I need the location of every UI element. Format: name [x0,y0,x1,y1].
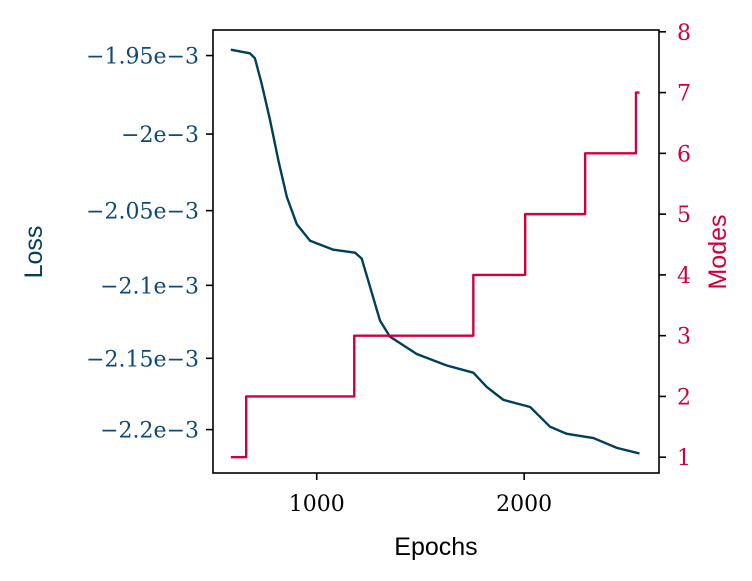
left-tick-label: −1.95e−3 [86,45,199,70]
left-tick-label: −2e−3 [121,123,199,148]
loss-line [230,48,640,455]
right-tick-label: 5 [677,203,691,228]
modes-step-line [230,91,640,459]
x-tick-label: 2000 [496,492,552,517]
left-tick-label: −2.1e−3 [100,274,199,299]
right-tick-label: 1 [677,446,691,471]
right-tick-label: 3 [677,325,691,350]
right-tick-label: 2 [677,385,691,410]
right-axis-label: Modes [704,214,732,289]
x-axis-label: Epochs [394,533,477,561]
plot-frame [212,29,660,474]
left-tick-label: −2.15e−3 [86,347,199,372]
right-tick-label: 4 [677,264,691,289]
right-tick-label: 8 [677,21,691,46]
right-tick-label: 7 [677,82,691,107]
left-axis-label: Loss [20,226,48,279]
left-tick-label: −2.05e−3 [86,200,199,225]
right-tick-label: 6 [677,142,691,167]
left-tick-label: −2.2e−3 [100,419,199,444]
x-tick-label: 1000 [289,492,345,517]
